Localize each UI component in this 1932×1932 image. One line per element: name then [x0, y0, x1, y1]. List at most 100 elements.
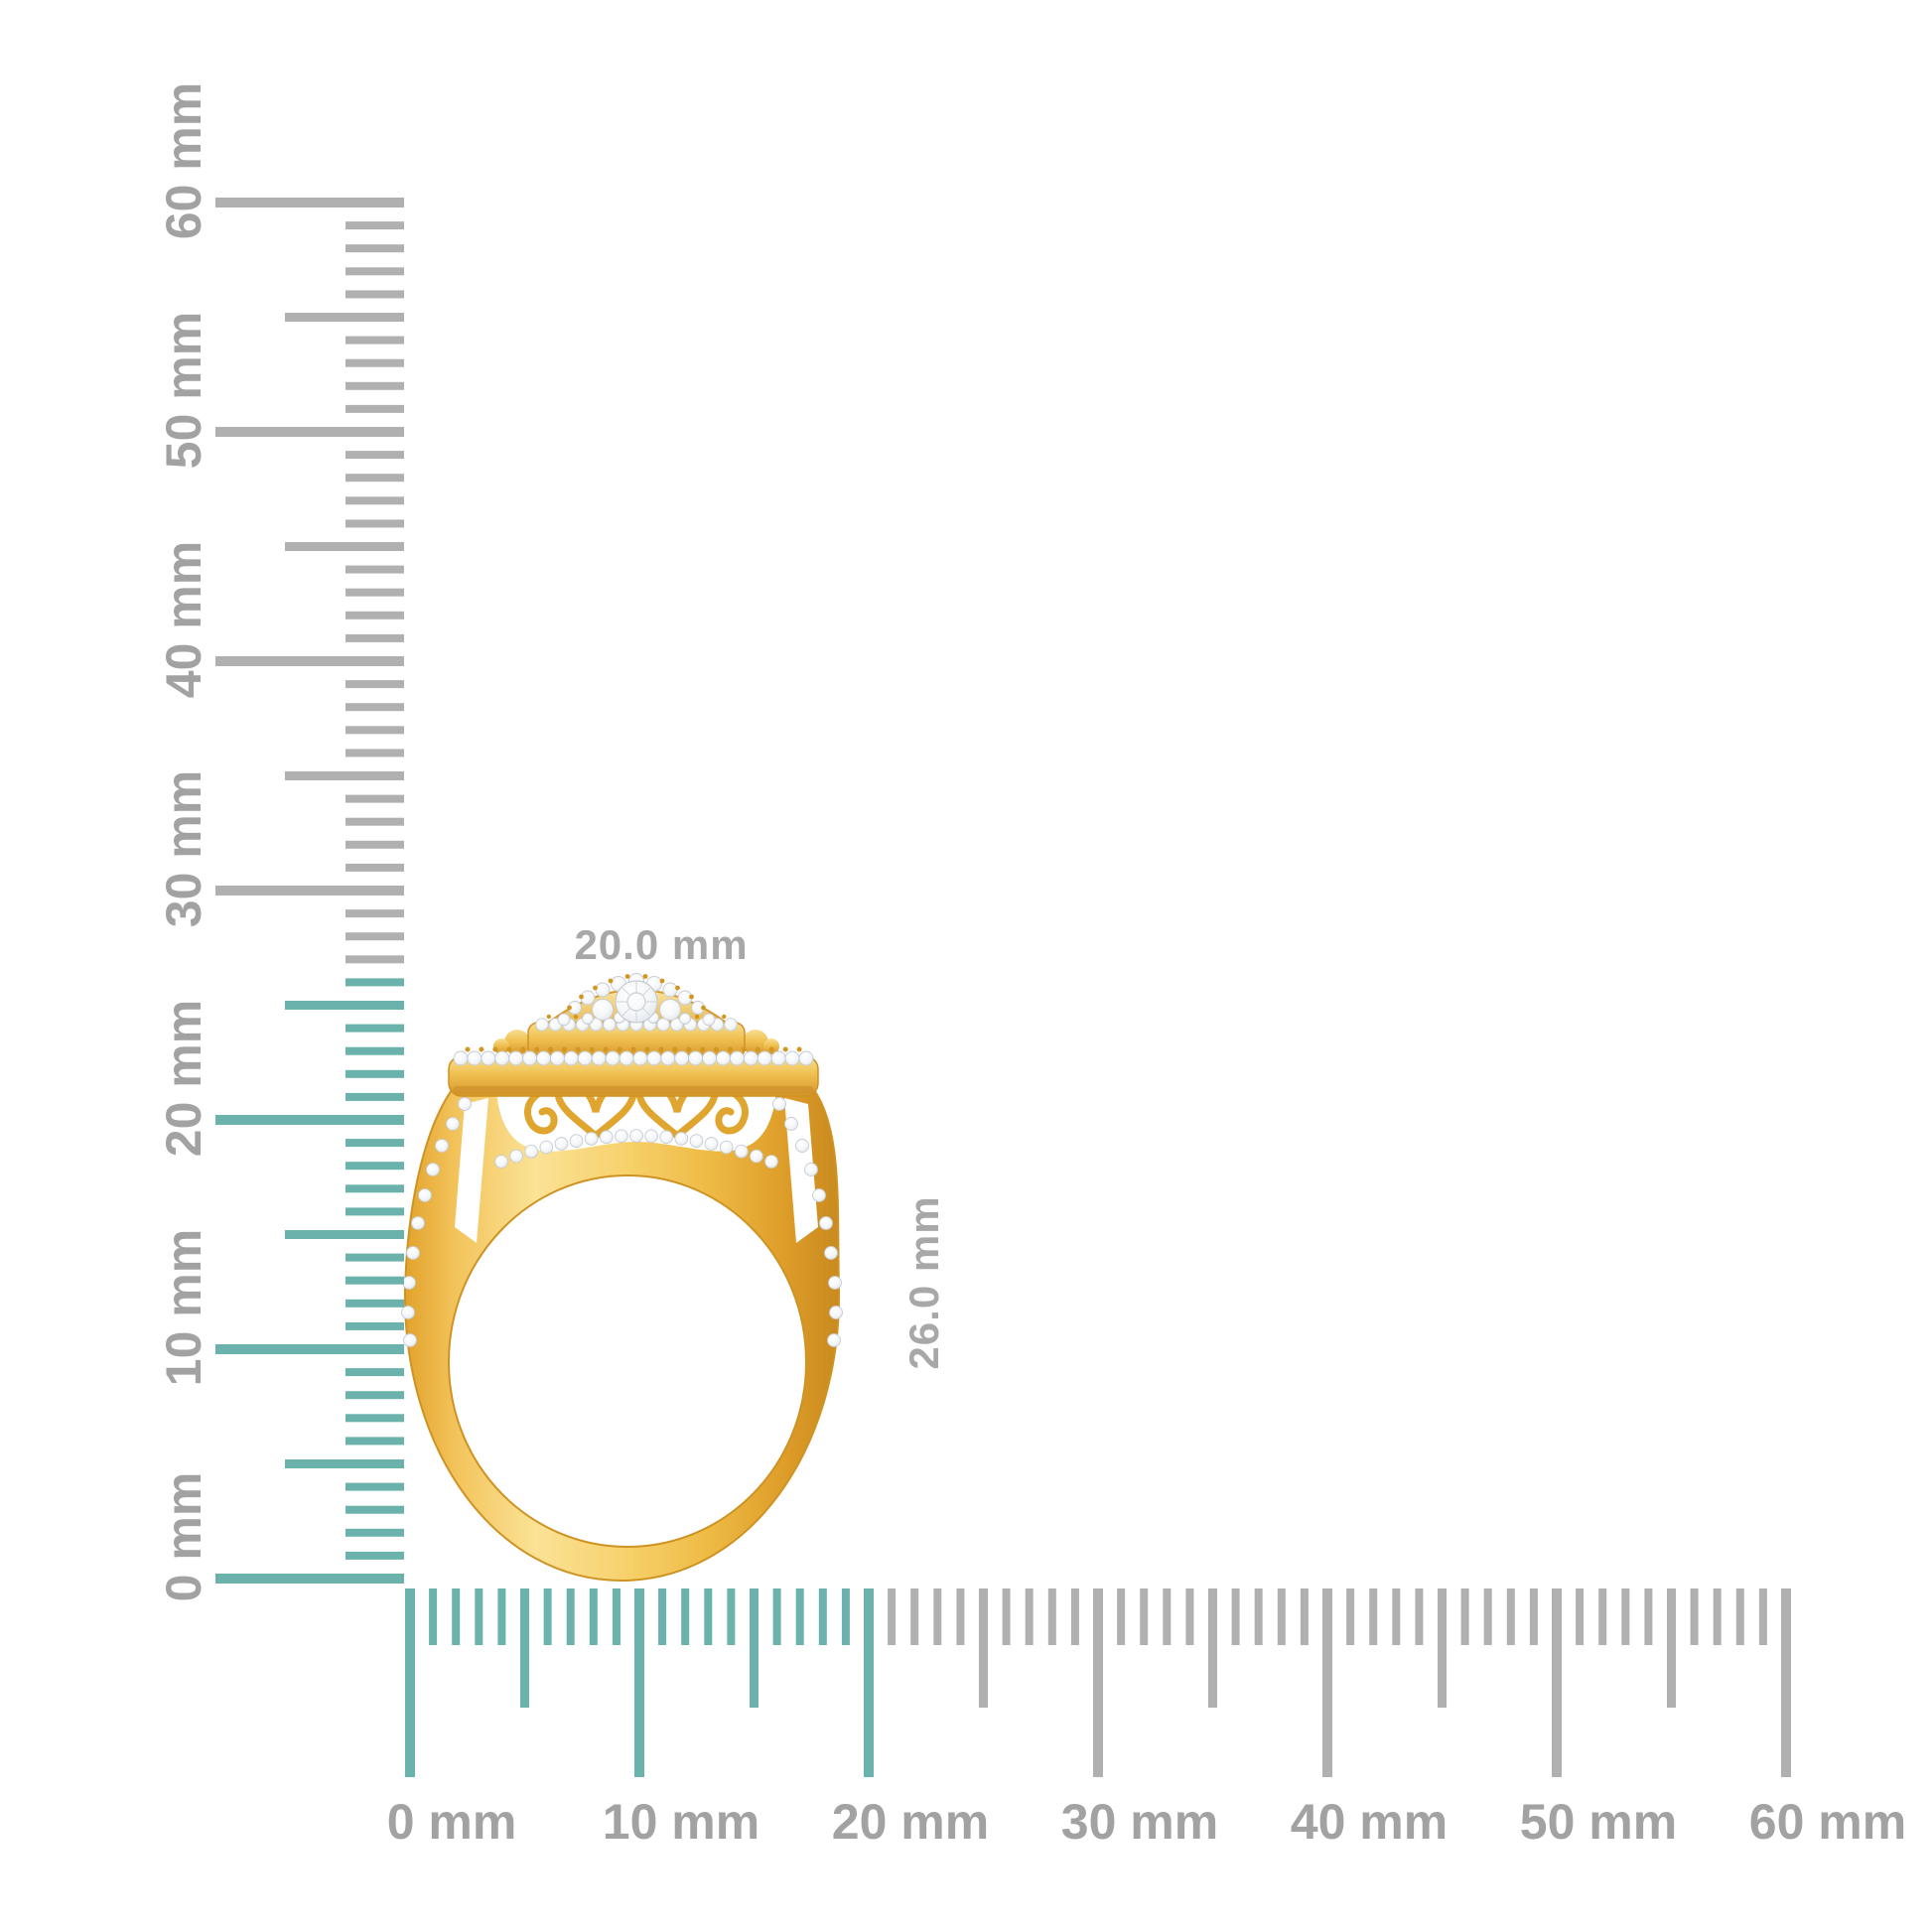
diamond: [757, 1050, 772, 1066]
diamond: [659, 999, 681, 1021]
ruler-tick: [345, 794, 404, 803]
diamond: [674, 1050, 690, 1066]
ruler-tick: [285, 542, 404, 551]
diamond: [406, 1246, 420, 1260]
prong-bead: [659, 978, 665, 984]
ruler-tick: [1163, 1588, 1172, 1645]
ruler-tick: [1781, 1588, 1791, 1777]
ruler-tick: [285, 313, 404, 322]
prong-bead: [546, 1014, 551, 1020]
diamond: [595, 982, 611, 998]
ruler-tick: [1690, 1588, 1699, 1645]
upper-halo-wing: [743, 1030, 768, 1055]
ruler-tick: [1713, 1588, 1722, 1645]
diamond: [784, 1117, 798, 1131]
v-ruler-label: 0 mm: [156, 1472, 211, 1602]
diamond: [591, 1050, 607, 1066]
ruler-tick: [345, 863, 404, 872]
ruler-tick: [864, 1588, 874, 1777]
prong-bead: [701, 1005, 706, 1011]
ruler-tick: [345, 336, 404, 345]
ruler-tick: [1117, 1588, 1126, 1645]
diamond: [656, 1018, 670, 1032]
diamond: [770, 1050, 786, 1066]
ruler-tick: [285, 771, 404, 780]
diamond: [584, 1132, 599, 1146]
diamond: [829, 1306, 843, 1319]
diamond: [646, 1050, 662, 1066]
ruler-tick: [452, 1588, 461, 1645]
diamond: [659, 1130, 674, 1145]
ruler-tick: [1506, 1588, 1515, 1645]
ruler-tick: [1254, 1588, 1263, 1645]
vertical-ruler: 0 mm 10 mm 20 mm 30 mm 40 mm 50 mm 60 mm: [156, 82, 404, 1602]
ruler-tick: [1392, 1588, 1401, 1645]
ruler-tick: [1369, 1588, 1378, 1645]
ruler-tick: [1483, 1588, 1492, 1645]
diamond: [411, 1216, 425, 1230]
diamond: [557, 1013, 571, 1027]
diamond: [481, 1050, 496, 1066]
ruler-tick: [345, 1207, 404, 1216]
diamond: [734, 1144, 749, 1159]
ruler-tick: [345, 932, 404, 941]
ruler-tick: [345, 1437, 404, 1446]
ruler-tick: [345, 840, 404, 849]
ruler-tick: [345, 565, 404, 574]
diamond: [403, 1333, 417, 1347]
diamond: [804, 1163, 818, 1176]
ruler-tick: [795, 1588, 804, 1645]
ruler-tick: [345, 290, 404, 299]
ruler-tick: [1277, 1588, 1286, 1645]
diamond: [446, 1117, 460, 1131]
prong-bead: [630, 1046, 636, 1052]
ruler-tick: [285, 1001, 404, 1010]
ruler-tick: [1070, 1588, 1079, 1645]
ruler-tick: [345, 1551, 404, 1560]
prong-bead: [727, 1046, 733, 1052]
diamond: [603, 1018, 617, 1032]
filigree-gallery: [524, 1081, 749, 1136]
v-ruler-label: 40 mm: [156, 541, 211, 698]
prong-bead: [694, 1014, 700, 1020]
ruler-tick: [345, 404, 404, 413]
prong-bead: [755, 1046, 760, 1052]
diamond: [418, 1188, 432, 1202]
ruler-tick: [345, 588, 404, 597]
center-diamond: [615, 980, 658, 1024]
ruler-tick: [345, 267, 404, 276]
ruler-tick: [543, 1588, 552, 1645]
diamond: [402, 1276, 416, 1290]
prong-bead: [567, 1005, 572, 1011]
ruler-tick: [589, 1588, 598, 1645]
ruler-tick: [345, 1253, 404, 1262]
ruler-tick: [933, 1588, 942, 1645]
ruler-tick: [1231, 1588, 1240, 1645]
prong-bead: [589, 1046, 595, 1052]
diamond: [724, 1018, 738, 1032]
ruler-tick: [1002, 1588, 1011, 1645]
diamond: [536, 1050, 551, 1066]
h-ruler-label: 50 mm: [1520, 1794, 1677, 1850]
diamond: [554, 1137, 569, 1151]
ruler-tick: [345, 1069, 404, 1078]
diamond: [689, 1134, 704, 1148]
diamond: [401, 1306, 415, 1319]
prong-bead: [722, 1014, 727, 1020]
h-ruler-label: 30 mm: [1061, 1794, 1218, 1850]
ruler-tick: [215, 427, 404, 437]
diamond: [605, 1050, 621, 1066]
diamond: [426, 1163, 440, 1176]
ruler-tick: [1621, 1588, 1630, 1645]
ruler-tick: [520, 1588, 529, 1708]
diamond: [784, 1050, 800, 1066]
prong-bead: [686, 1046, 692, 1052]
diamond: [435, 1139, 449, 1153]
horizontal-ruler: 0 mm 10 mm 20 mm 30 mm 40 mm 50 mm 60 mm: [387, 1588, 1906, 1850]
ring-illustration: [401, 973, 843, 1583]
ruler-tick: [1438, 1588, 1447, 1708]
ruler-tick: [345, 611, 404, 620]
diamond: [702, 1013, 716, 1027]
prong-bead: [534, 1046, 540, 1052]
